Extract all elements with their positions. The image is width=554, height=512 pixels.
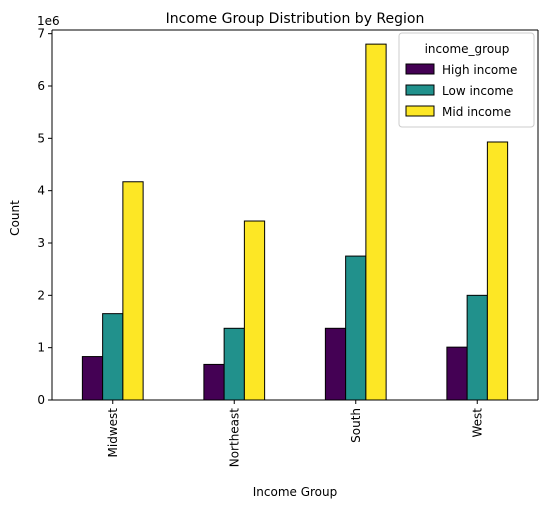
y-tick-label: 5 — [37, 131, 45, 145]
y-tick-label: 3 — [37, 236, 45, 250]
x-tick-label: Northeast — [227, 408, 241, 468]
x-tick-label: West — [470, 408, 484, 438]
legend-label: Mid income — [442, 105, 511, 119]
bar-mid-income-south — [365, 43, 387, 401]
legend-items: High income Low income Mid income — [405, 63, 517, 119]
chart-title: Income Group Distribution by Region — [166, 11, 425, 27]
legend-frame — [398, 32, 535, 128]
y-tick-label: 4 — [37, 184, 45, 198]
legend-title: income_group — [425, 42, 510, 56]
x-axis-label: Income Group — [253, 485, 338, 499]
y-ticks: 0 1 2 3 4 5 6 7 — [37, 27, 52, 407]
y-tick-label: 0 — [37, 393, 45, 407]
y-tick-label: 1 — [37, 341, 45, 355]
bar-high-income-west — [446, 346, 468, 401]
legend-label: Low income — [442, 84, 513, 98]
bar-low-income-northeast — [223, 327, 245, 401]
y-axis-label: Count — [8, 200, 22, 236]
x-tick-label: South — [349, 408, 363, 443]
bar-high-income-midwest — [81, 356, 104, 401]
bar-low-income-midwest — [102, 313, 124, 401]
axes-layer — [51, 29, 539, 401]
bar-mid-income-northeast — [243, 220, 266, 401]
x-ticks: Midwest Northeast South West — [106, 400, 484, 468]
bar-low-income-south — [345, 255, 367, 401]
legend-swatch — [405, 84, 435, 96]
legend-label: High income — [442, 63, 517, 77]
legend-swatch — [405, 63, 435, 75]
y-tick-label: 7 — [37, 27, 45, 41]
bar-mid-income-midwest — [122, 181, 144, 401]
y-tick-label: 2 — [37, 288, 45, 302]
bar-low-income-west — [466, 294, 488, 401]
legend: income_group High income Low income Mid in… — [398, 32, 535, 128]
y-tick-label: 6 — [37, 79, 45, 93]
legend-swatch — [405, 105, 435, 117]
bar-mid-income-west — [486, 141, 509, 401]
bar-high-income-south — [324, 327, 347, 401]
bar-high-income-northeast — [203, 363, 225, 401]
x-tick-label: Midwest — [106, 408, 120, 458]
y-scale-label: 1e6 — [37, 14, 60, 28]
